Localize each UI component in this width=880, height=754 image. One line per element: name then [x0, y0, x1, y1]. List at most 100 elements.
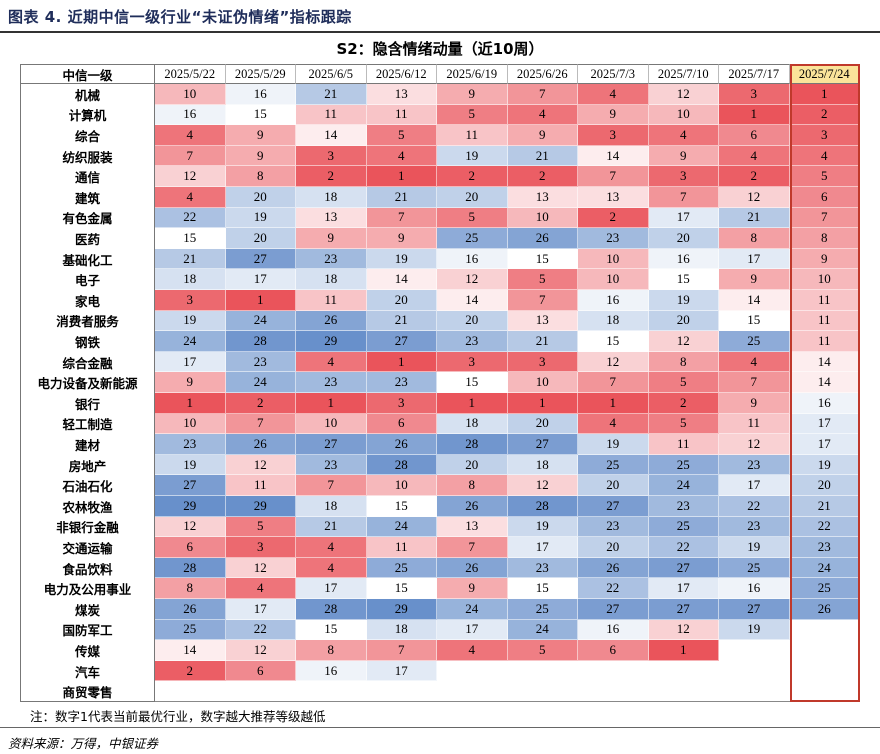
rank-cell: 7 — [296, 475, 367, 496]
rank-cell: 27 — [155, 475, 226, 496]
rank-cell — [225, 681, 296, 702]
rank-cell: 23 — [719, 516, 790, 538]
rank-cell: 1 — [437, 393, 508, 414]
rank-cell: 2 — [225, 393, 296, 414]
rank-cell: 10 — [578, 248, 649, 270]
rank-cell: 3 — [578, 125, 649, 146]
rank-cell — [578, 660, 649, 682]
rank-cell: 7 — [366, 207, 437, 229]
rank-cell: 23 — [155, 434, 226, 455]
rank-cell: 13 — [366, 84, 437, 105]
rank-cell: 16 — [789, 393, 860, 414]
industry-label: 国防军工 — [20, 619, 155, 641]
rank-cell: 12 — [578, 351, 649, 373]
rank-cell: 4 — [155, 125, 226, 146]
rank-cell: 7 — [648, 187, 719, 208]
rank-cell: 23 — [296, 248, 367, 270]
rank-cell: 3 — [155, 290, 226, 311]
highlight-frame — [789, 64, 860, 702]
rank-cell: 26 — [507, 228, 578, 249]
rank-cell: 20 — [578, 537, 649, 558]
rank-cell: 28 — [296, 599, 367, 620]
rank-cell: 1 — [507, 393, 578, 414]
rank-cell: 13 — [507, 187, 578, 208]
rank-cell: 8 — [296, 640, 367, 661]
rank-cell: 26 — [366, 434, 437, 455]
rank-cell: 11 — [366, 537, 437, 558]
rank-cell: 12 — [507, 475, 578, 496]
rank-cell: 18 — [578, 310, 649, 332]
rank-cell — [296, 681, 367, 702]
rank-cell: 17 — [789, 413, 860, 435]
rank-cell: 29 — [225, 496, 296, 517]
rank-cell: 23 — [507, 557, 578, 579]
rank-cell: 2 — [155, 660, 226, 682]
rank-cell: 17 — [437, 619, 508, 641]
rank-cell: 16 — [719, 578, 790, 599]
rank-cell: 19 — [578, 434, 649, 455]
rank-cell: 8 — [648, 351, 719, 373]
rank-cell: 18 — [366, 619, 437, 641]
rank-cell: 27 — [507, 434, 578, 455]
rank-cell: 25 — [719, 557, 790, 579]
rank-cell — [648, 681, 719, 702]
row-header-label: 中信一级 — [20, 64, 155, 84]
rank-cell: 13 — [437, 516, 508, 538]
rank-cell: 21 — [719, 207, 790, 229]
industry-label: 机械 — [20, 84, 155, 105]
rank-cell: 27 — [296, 434, 367, 455]
rank-cell: 25 — [648, 516, 719, 538]
rank-cell: 4 — [296, 537, 367, 558]
rank-cell: 19 — [437, 145, 508, 167]
rank-cell: 26 — [437, 557, 508, 579]
industry-label: 汽车 — [20, 660, 155, 682]
rank-cell: 4 — [155, 187, 226, 208]
rank-cell: 7 — [225, 413, 296, 435]
rank-cell: 16 — [155, 104, 226, 126]
industry-label: 农林牧渔 — [20, 496, 155, 517]
rank-cell: 10 — [507, 207, 578, 229]
rank-cell: 4 — [719, 351, 790, 373]
rank-cell: 14 — [789, 351, 860, 373]
rank-cell — [437, 681, 508, 702]
rank-cell: 6 — [366, 413, 437, 435]
rank-cell: 11 — [366, 104, 437, 126]
rank-cell: 7 — [507, 84, 578, 105]
rank-cell: 19 — [155, 310, 226, 332]
rank-cell: 2 — [507, 166, 578, 187]
industry-label: 食品饮料 — [20, 557, 155, 579]
rank-cell: 19 — [719, 619, 790, 641]
rank-cell: 20 — [437, 454, 508, 476]
rank-cell: 15 — [366, 578, 437, 599]
rank-cell: 15 — [155, 228, 226, 249]
industry-label: 电子 — [20, 269, 155, 290]
column-header: 2025/7/10 — [648, 64, 719, 84]
rank-cell: 23 — [578, 516, 649, 538]
rank-cell: 7 — [507, 290, 578, 311]
rank-cell: 5 — [507, 640, 578, 661]
industry-label: 综合 — [20, 125, 155, 146]
rank-cell: 19 — [507, 516, 578, 538]
rank-cell: 10 — [155, 413, 226, 435]
rank-cell: 14 — [437, 290, 508, 311]
industry-label: 传媒 — [20, 640, 155, 661]
rank-cell: 16 — [296, 660, 367, 682]
industry-label: 计算机 — [20, 104, 155, 126]
rank-cell: 14 — [296, 125, 367, 146]
rank-cell: 27 — [366, 331, 437, 352]
rank-cell: 3 — [648, 166, 719, 187]
rank-cell: 11 — [789, 331, 860, 352]
industry-label: 钢铁 — [20, 331, 155, 352]
rank-cell — [648, 660, 719, 682]
rank-cell: 11 — [437, 125, 508, 146]
rank-cell: 11 — [296, 104, 367, 126]
rank-cell: 9 — [719, 269, 790, 290]
rank-cell — [578, 681, 649, 702]
rank-cell: 3 — [507, 351, 578, 373]
rank-cell: 21 — [296, 84, 367, 105]
rank-cell: 6 — [225, 660, 296, 682]
rank-cell: 21 — [507, 145, 578, 167]
rank-cell: 23 — [719, 454, 790, 476]
rank-cell: 25 — [507, 599, 578, 620]
rank-cell: 9 — [437, 578, 508, 599]
